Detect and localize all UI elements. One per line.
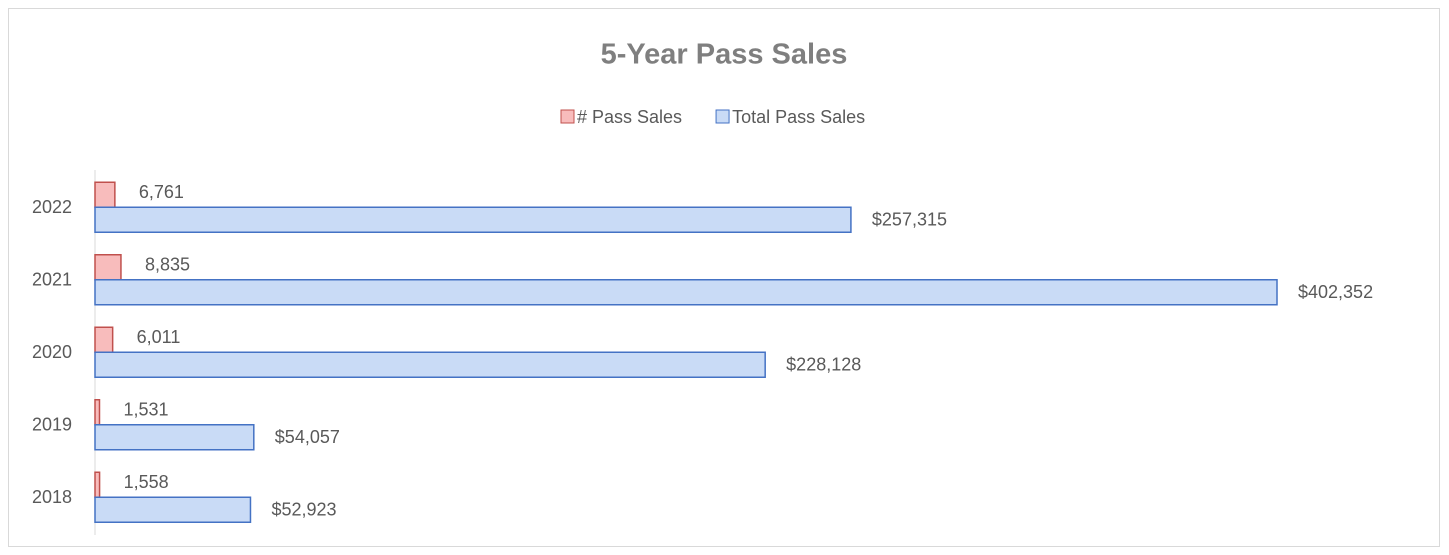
- chart-border: [8, 8, 1440, 547]
- bar: [94, 254, 122, 281]
- bar: [94, 206, 852, 233]
- data-label: 8,835: [145, 255, 190, 275]
- bar: [94, 424, 255, 451]
- chart-title: 5-Year Pass Sales: [601, 39, 848, 71]
- bar: [94, 279, 1278, 306]
- bar: [94, 471, 101, 498]
- y-tick-label: 2022: [32, 197, 72, 217]
- bar: [94, 351, 766, 378]
- data-label: $54,057: [275, 427, 340, 447]
- data-label: $228,128: [786, 355, 861, 375]
- bar: [94, 496, 252, 523]
- data-label: 1,531: [123, 400, 168, 420]
- data-label: $257,315: [872, 210, 947, 230]
- legend-swatch: [715, 109, 730, 124]
- data-label: $52,923: [271, 500, 336, 520]
- data-label: 6,761: [139, 182, 184, 202]
- legend-label: # Pass Sales: [577, 107, 682, 127]
- y-tick-label: 2020: [32, 342, 72, 362]
- bar: [94, 326, 114, 353]
- data-label: $402,352: [1298, 282, 1373, 302]
- y-tick-label: 2021: [32, 270, 72, 290]
- legend-label: Total Pass Sales: [732, 107, 865, 127]
- bar: [94, 181, 116, 208]
- y-tick-label: 2018: [32, 487, 72, 507]
- data-label: 1,558: [124, 472, 169, 492]
- legend-swatch: [560, 109, 575, 124]
- y-tick-label: 2019: [32, 415, 72, 435]
- data-label: 6,011: [137, 327, 181, 347]
- bar: [94, 399, 101, 426]
